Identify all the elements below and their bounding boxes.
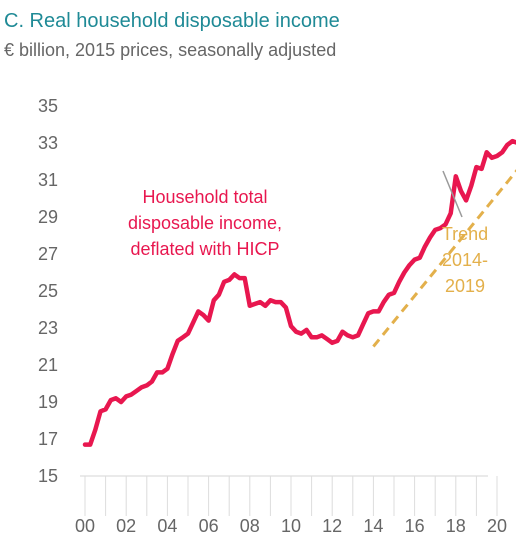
annotations: Household total disposable income, deflate… (128, 170, 488, 296)
y-axis: 35 33 31 29 27 25 23 21 19 17 15 (38, 96, 58, 486)
x-tick-label: 02 (116, 516, 136, 536)
household-annotation-line: disposable income, (128, 213, 282, 233)
trend-annotation-line: 2019 (445, 276, 485, 296)
household-annotation-line: Household total (142, 187, 267, 207)
chart-subtitle: € billion, 2015 prices, seasonally adjus… (4, 40, 337, 60)
y-tick-label: 17 (38, 429, 58, 449)
y-tick-label: 29 (38, 207, 58, 227)
y-tick-label: 35 (38, 96, 58, 116)
x-tick-label: 16 (405, 516, 425, 536)
y-tick-label: 23 (38, 318, 58, 338)
series-layer (82, 138, 516, 447)
y-tick-label: 15 (38, 466, 58, 486)
x-tick-label: 00 (75, 516, 95, 536)
trend-annotation-line: Trend (442, 224, 488, 244)
trend-annotation-line: 2014- (442, 250, 488, 270)
trend-leader-line (442, 170, 463, 218)
y-tick-label: 21 (38, 355, 58, 375)
x-axis: 000204060810121416182022 (75, 475, 507, 536)
x-tick-label: 12 (322, 516, 342, 536)
x-tick-label: 20 (487, 516, 507, 536)
x-tick-label: 06 (199, 516, 219, 536)
x-tick-label: 14 (363, 516, 383, 536)
y-tick-label: 31 (38, 170, 58, 190)
series-line-trend (372, 169, 516, 348)
x-tick-label: 18 (446, 516, 466, 536)
y-tick-label: 25 (38, 281, 58, 301)
x-tick-label: 04 (157, 516, 177, 536)
y-tick-label: 33 (38, 133, 58, 153)
y-tick-label: 27 (38, 244, 58, 264)
chart-title: C. Real household disposable income (4, 10, 340, 32)
household-annotation-line: deflated with HICP (130, 239, 279, 259)
x-tick-label: 10 (281, 516, 301, 536)
y-tick-label: 19 (38, 392, 58, 412)
x-tick-label: 08 (240, 516, 260, 536)
series-line-household-income (82, 138, 516, 447)
